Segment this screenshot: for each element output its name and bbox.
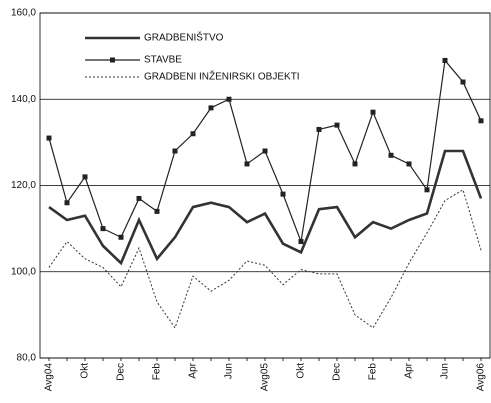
marker [298, 239, 304, 245]
marker [478, 118, 484, 124]
legend-label: GRADBENIŠTVO [144, 31, 224, 44]
marker [136, 195, 142, 201]
y-tick-label: 80,0 [17, 353, 37, 364]
marker [172, 148, 178, 154]
series-line [48, 149, 483, 266]
marker [118, 234, 124, 240]
marker [208, 105, 214, 111]
marker [406, 161, 412, 167]
x-tick-label: Feb [368, 363, 379, 381]
x-tick-label: Jun [224, 363, 235, 379]
series-line [48, 189, 482, 329]
x-tick-label: Dec [332, 363, 343, 381]
marker [442, 57, 448, 63]
x-tick-label: Apr [404, 362, 415, 378]
marker [352, 161, 358, 167]
marker [100, 226, 106, 232]
marker [262, 148, 268, 154]
legend-label: STAVBE [144, 55, 182, 66]
marker [334, 122, 340, 128]
x-tick-label: Avg05 [260, 363, 271, 392]
x-tick-label: Feb [152, 363, 163, 381]
marker [370, 109, 376, 115]
x-tick-label: Okt [80, 363, 91, 379]
x-tick-label: Avg06 [476, 363, 487, 392]
marker [460, 79, 466, 85]
marker [82, 174, 88, 180]
legend-label: GRADBENI INŽENIRSKI OBJEKTI [144, 70, 300, 83]
marker [64, 200, 70, 206]
marker [388, 152, 394, 158]
x-tick-label: Okt [296, 363, 307, 379]
marker [46, 135, 52, 141]
marker [280, 191, 286, 197]
marker [244, 161, 250, 167]
marker [424, 187, 430, 193]
x-tick-label: Jun [440, 363, 451, 379]
y-tick-label: 100,0 [11, 266, 36, 277]
y-tick-label: 140,0 [11, 94, 36, 105]
x-tick-label: Avg04 [44, 363, 55, 392]
y-tick-label: 120,0 [11, 180, 36, 191]
marker [190, 131, 196, 137]
marker [226, 96, 232, 102]
x-tick-label: Apr [188, 362, 199, 378]
y-tick-label: 160,0 [11, 8, 36, 19]
marker [154, 208, 160, 214]
x-tick-label: Dec [116, 363, 127, 381]
marker [316, 126, 322, 132]
legend-marker [110, 57, 115, 63]
